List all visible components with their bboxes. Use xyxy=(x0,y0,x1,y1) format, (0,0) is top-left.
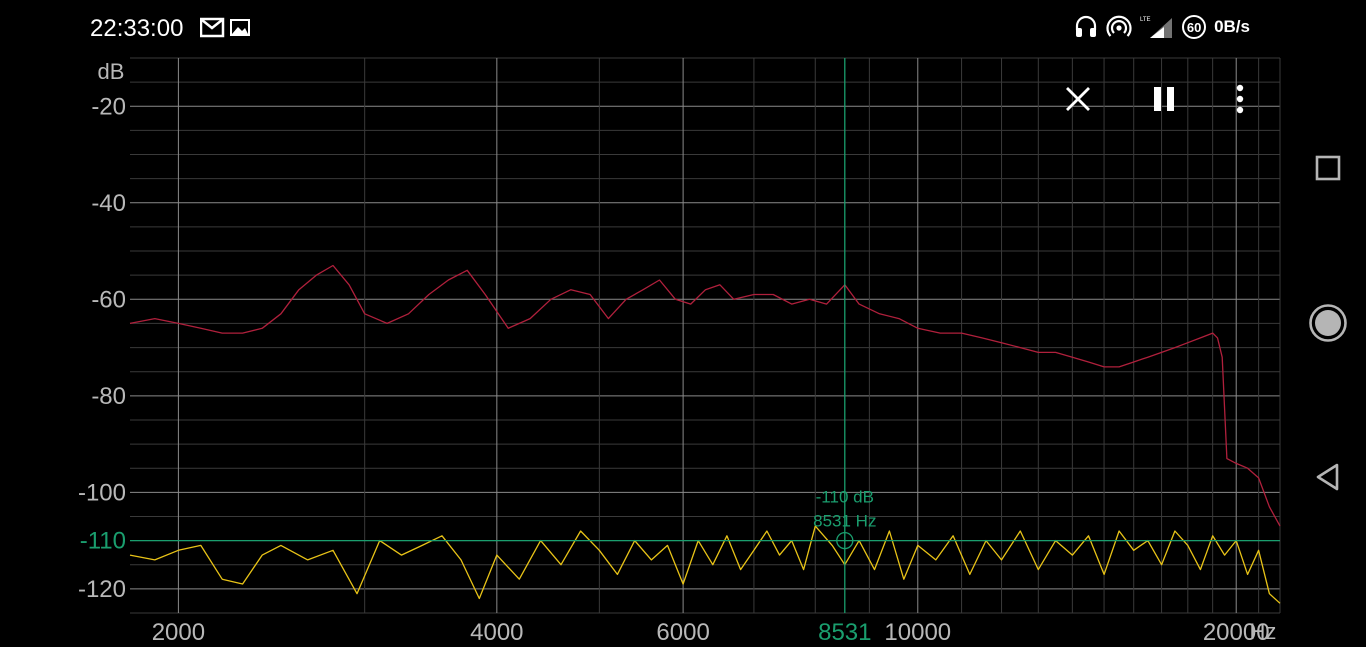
analyzer-toolbar xyxy=(1040,76,1270,122)
signal-icon: LTE xyxy=(1140,17,1173,38)
y-axis-label: dB xyxy=(98,59,125,84)
spectrum-line-red xyxy=(129,264,1281,527)
y-tick-label: -60 xyxy=(91,286,126,313)
cursor-readout-hz: 8531 Hz xyxy=(813,512,876,531)
cursor-y-label: -110 xyxy=(80,528,126,555)
status-time: 22:33:00 xyxy=(90,15,184,42)
more-options-button[interactable] xyxy=(1217,76,1263,122)
y-tick-label: -40 xyxy=(91,190,126,217)
cursor[interactable]: -110 dB 8531 Hz -110 8531 xyxy=(80,58,1280,646)
x-tick-label: 20000 xyxy=(1203,619,1270,646)
x-tick-label: 4000 xyxy=(470,619,523,646)
refresh-rate-icon: 60 xyxy=(1182,15,1207,39)
gmail-icon xyxy=(199,17,250,38)
recents-icon xyxy=(1315,155,1341,181)
x-tick-label: 6000 xyxy=(656,619,709,646)
y-tick-label: -20 xyxy=(91,93,126,120)
y-tick-label: -80 xyxy=(91,383,126,410)
x-tick-label: 10000 xyxy=(884,619,951,646)
spectrum-line-yellow xyxy=(129,525,1281,604)
back-icon xyxy=(1316,463,1339,491)
network-type-label: LTE xyxy=(1140,17,1151,23)
status-bar: 22:33:00 LTE 60 0B/s xyxy=(0,0,1290,56)
back-button[interactable] xyxy=(1298,447,1358,507)
y-tick-label: -120 xyxy=(78,576,126,603)
notification-icons xyxy=(199,16,260,45)
home-button[interactable] xyxy=(1298,293,1358,353)
status-right-icons: LTE 60 0B/s xyxy=(1074,14,1250,40)
pause-button[interactable] xyxy=(1141,76,1187,122)
close-icon xyxy=(1066,87,1090,111)
pause-icon xyxy=(1154,87,1174,111)
close-button[interactable] xyxy=(1055,76,1101,122)
headphones-icon xyxy=(1075,15,1097,37)
cursor-marker[interactable] xyxy=(836,531,854,550)
recents-button[interactable] xyxy=(1298,138,1358,198)
x-axis-label: Hz xyxy=(1250,619,1277,644)
x-tick-label: 2000 xyxy=(152,619,205,646)
y-tick-label: -100 xyxy=(78,479,126,506)
axes: dB Hz -20 -40 -60 -80 -100 -120 2000 4000 6000 10… xyxy=(78,59,1276,646)
cursor-x-label: 8531 xyxy=(818,619,871,646)
hotspot-icon xyxy=(1106,15,1132,37)
series xyxy=(129,264,1281,604)
grid xyxy=(130,57,1281,614)
network-speed: 0B/s xyxy=(1214,17,1250,36)
more-vert-icon xyxy=(1236,84,1244,114)
home-icon xyxy=(1309,304,1347,342)
cursor-readout-db: -110 dB xyxy=(816,488,874,507)
gallery-icon xyxy=(230,19,250,36)
spectrum-chart[interactable]: dB Hz -20 -40 -60 -80 -100 -120 2000 4000 6000 10… xyxy=(0,0,1290,647)
navigation-bar xyxy=(1290,0,1366,647)
